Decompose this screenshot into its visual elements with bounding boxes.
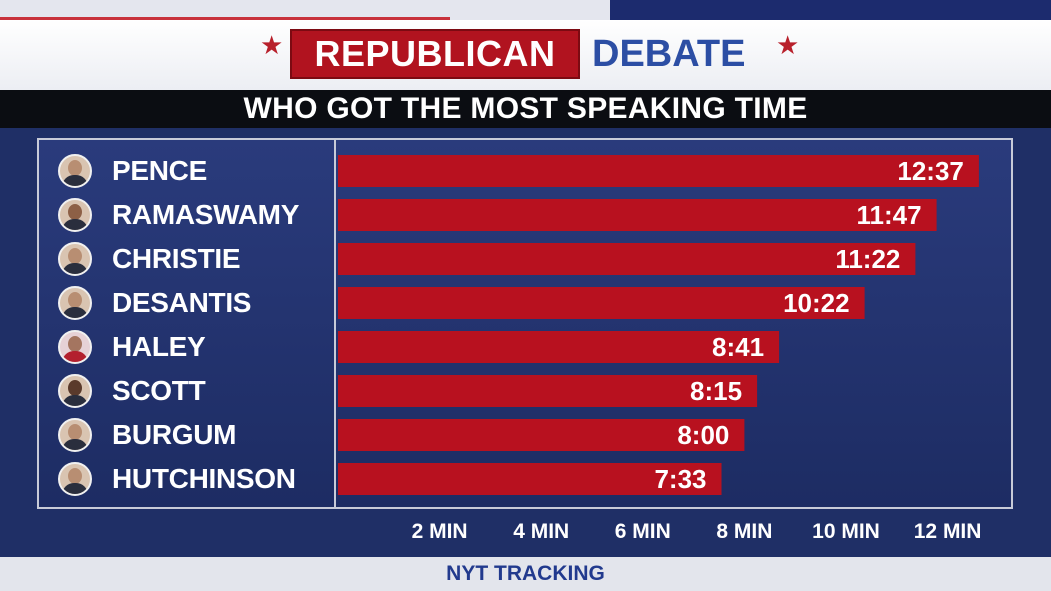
x-tick-label: 4 MIN (513, 520, 569, 543)
bar-scott (338, 375, 758, 407)
scott-photo-icon (58, 374, 92, 408)
subtitle-band: WHO GOT THE MOST SPEAKING TIME (0, 90, 1051, 128)
candidate-row-haley: HALEY (58, 330, 206, 364)
candidate-name: CHRISTIE (112, 243, 241, 274)
source-label: NYT TRACKING (446, 562, 605, 585)
x-tick-label: 6 MIN (615, 520, 671, 543)
pence-photo-icon (58, 154, 92, 188)
christie-photo-icon (58, 242, 92, 276)
candidate-row-christie: CHRISTIE (58, 242, 241, 276)
bar-christie (338, 243, 916, 275)
candidate-row-desantis: DESANTIS (58, 286, 251, 320)
panel-divider (334, 138, 336, 509)
title-republican-box: REPUBLICAN (290, 29, 580, 79)
bar-burgum (338, 419, 745, 451)
candidate-row-pence: PENCE (58, 154, 207, 188)
candidate-name: HALEY (112, 331, 206, 362)
bar-desantis (338, 287, 865, 319)
hutchinson-photo-icon (58, 462, 92, 496)
bar-value-label: 8:15 (690, 376, 742, 406)
desantis-photo-icon (58, 286, 92, 320)
x-tick-label: 10 MIN (812, 520, 880, 543)
x-tick-label: 8 MIN (716, 520, 772, 543)
star-left-icon: ★ (260, 30, 284, 60)
candidate-name: SCOTT (112, 375, 206, 406)
bar-value-label: 12:37 (897, 156, 964, 186)
bar-value-label: 11:47 (857, 200, 922, 230)
haley-photo-icon (58, 330, 92, 364)
bar-value-label: 7:33 (654, 464, 706, 494)
bar-haley (338, 331, 780, 363)
candidate-row-burgum: BURGUM (58, 418, 236, 452)
x-tick-label: 2 MIN (412, 520, 468, 543)
candidate-name: PENCE (112, 155, 207, 186)
bar-value-label: 11:22 (835, 244, 900, 274)
title-debate: DEBATE (592, 32, 746, 75)
bar-value-label: 8:41 (712, 332, 764, 362)
bar-pence (338, 155, 979, 187)
star-right-icon: ★ (776, 30, 800, 60)
chart-title: WHO GOT THE MOST SPEAKING TIME (243, 92, 808, 125)
burgum-photo-icon (58, 418, 92, 452)
candidate-name: RAMASWAMY (112, 199, 300, 230)
candidate-name: DESANTIS (112, 287, 252, 318)
x-tick-label: 12 MIN (914, 520, 982, 543)
bar-value-label: 10:22 (783, 288, 850, 318)
candidate-row-ramaswamy: RAMASWAMY (58, 198, 299, 232)
top-strip (0, 0, 1051, 20)
bar-hutchinson (338, 463, 722, 495)
candidate-name: HUTCHINSON (112, 463, 296, 494)
red-stripe (0, 17, 450, 20)
candidate-row-scott: SCOTT (58, 374, 206, 408)
candidate-name: BURGUM (112, 419, 237, 450)
bar-ramaswamy (338, 199, 937, 231)
bar-value-label: 8:00 (677, 420, 729, 450)
candidate-row-hutchinson: HUTCHINSON (58, 462, 296, 496)
ramaswamy-photo-icon (58, 198, 92, 232)
title-republican: REPUBLICAN (314, 33, 556, 74)
blue-stripe (610, 0, 1051, 20)
footer-band: NYT TRACKING (0, 557, 1051, 591)
